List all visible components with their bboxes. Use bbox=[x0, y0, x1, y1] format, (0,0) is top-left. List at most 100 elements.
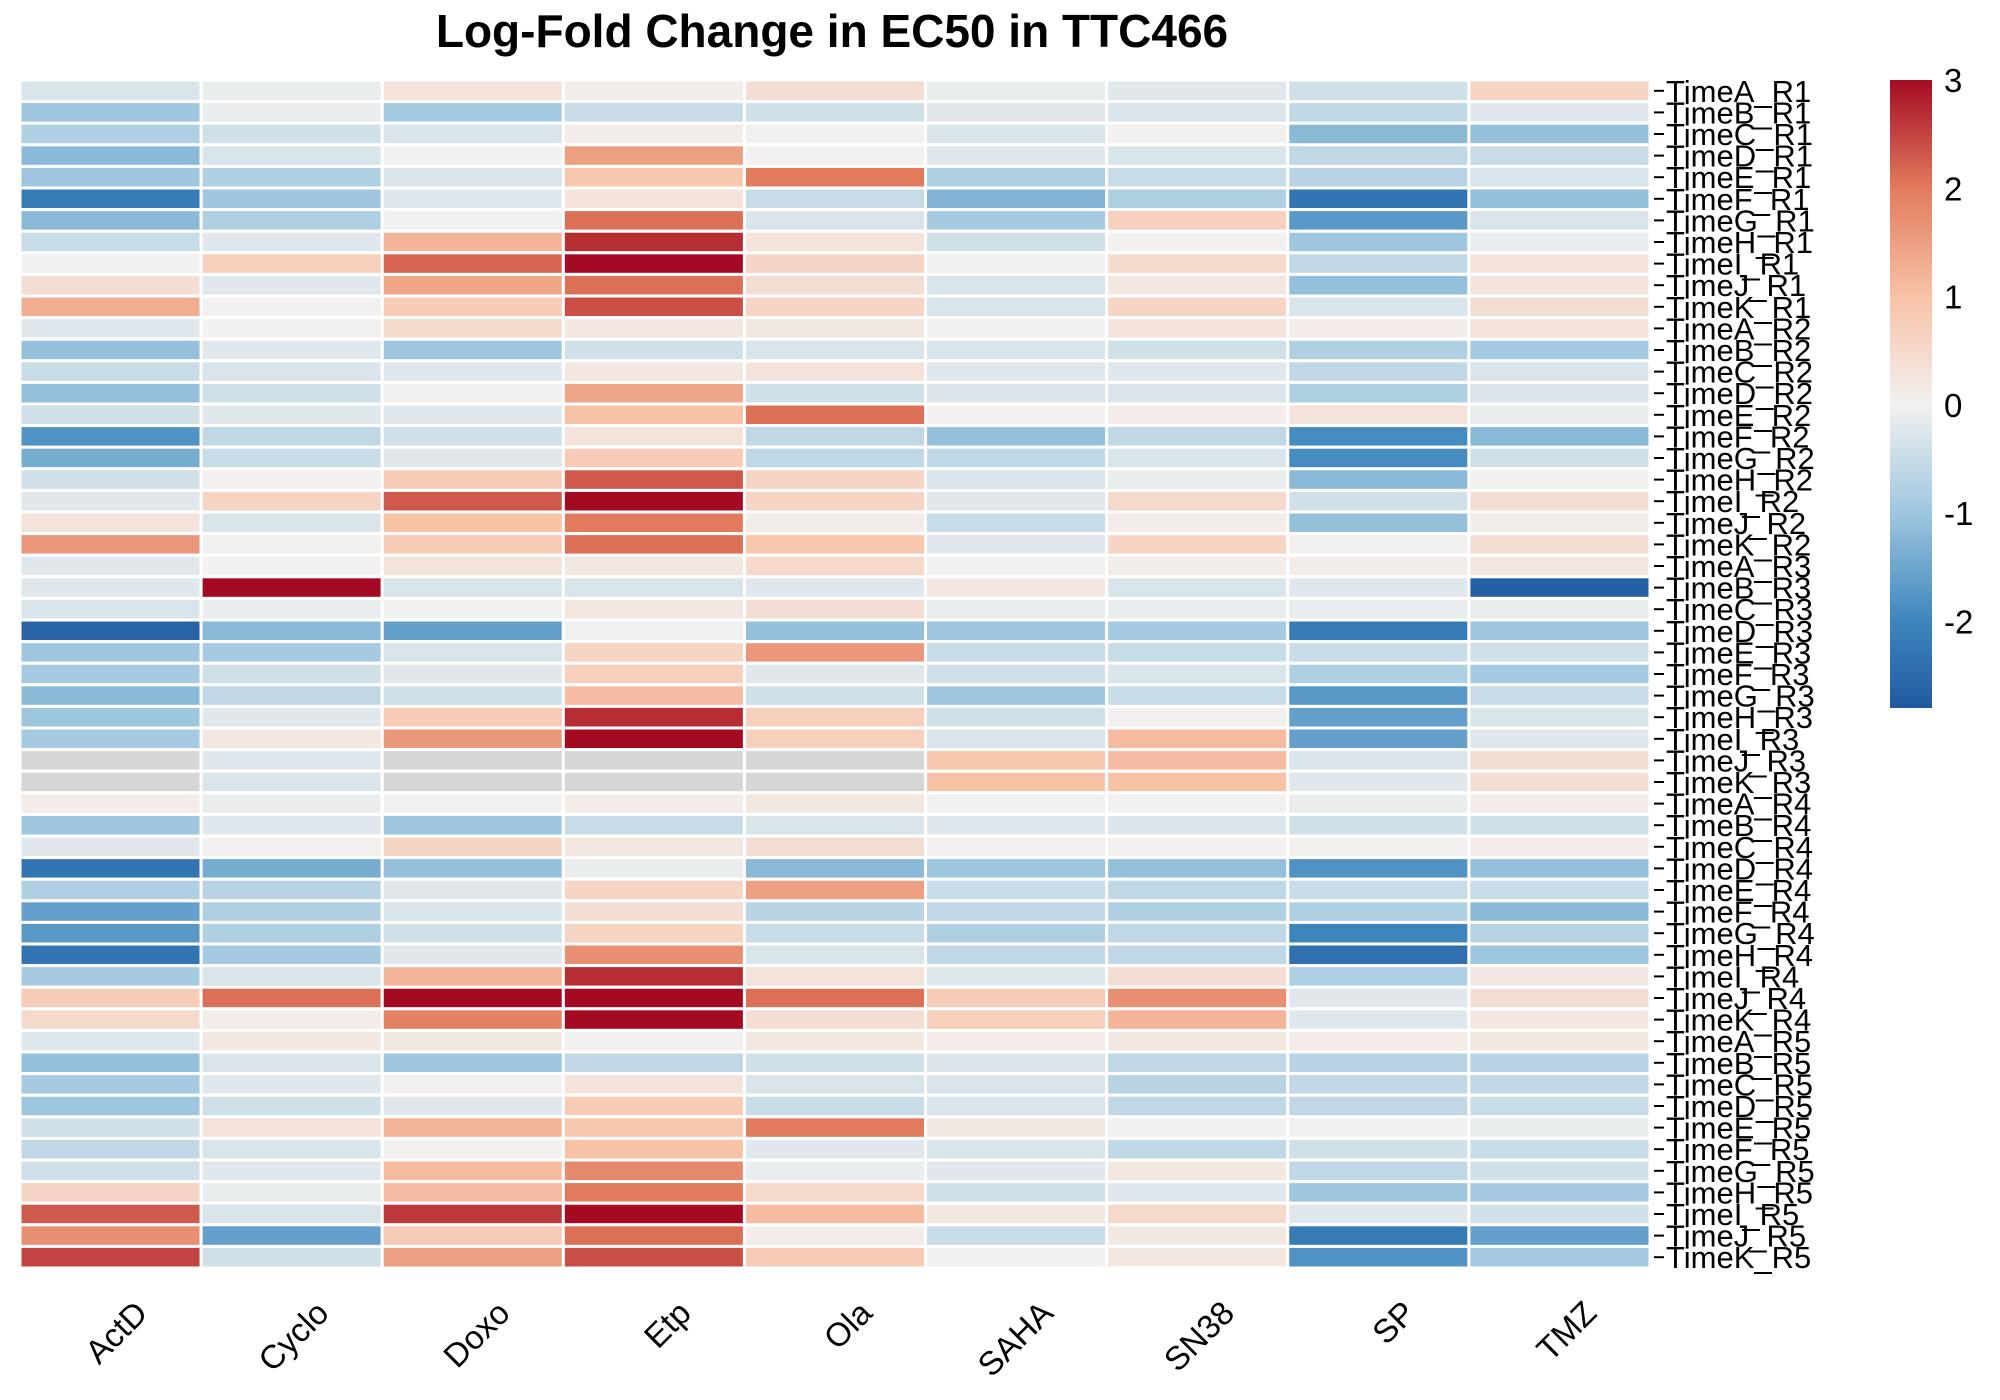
heatmap-cell-TimeH_R4-SP bbox=[1286, 942, 1471, 968]
heatmap-cell-TimeK_R1-Etp bbox=[561, 294, 746, 320]
heatmap-cell-TimeD_R2-SAHA bbox=[924, 380, 1109, 406]
heatmap-cell-TimeH_R1-Ola bbox=[742, 229, 928, 255]
heatmap-cell-TimeE_R3-TMZ bbox=[1467, 640, 1652, 665]
heatmap-cell-TimeA_R1-TMZ bbox=[1467, 78, 1652, 104]
heatmap-cell-TimeF_R2-Cyclo bbox=[199, 424, 384, 449]
heatmap-cell-TimeC_R4-Etp bbox=[561, 834, 746, 860]
heatmap-cell-TimeB_R5-SP bbox=[1286, 1050, 1471, 1076]
row-label: TimeE_R1 bbox=[1666, 160, 1811, 195]
row-label: TimeK_R1 bbox=[1666, 290, 1811, 325]
heatmap-cell-TimeI_R4-Cyclo bbox=[199, 964, 384, 989]
heatmap-cell-TimeE_R5-Etp bbox=[561, 1115, 746, 1140]
column-label: SAHA bbox=[970, 1294, 1060, 1384]
heatmap-cell-TimeK_R2-SN38 bbox=[1105, 532, 1290, 557]
heatmap-cell-TimeE_R1-Cyclo bbox=[199, 164, 384, 190]
heatmap-cell-TimeA_R1-Ola bbox=[742, 78, 928, 104]
heatmap-cell-TimeI_R3-Doxo bbox=[380, 726, 565, 752]
heatmap-cell-TimeH_R5-Etp bbox=[561, 1180, 746, 1205]
heatmap-cell-TimeJ_R4-Ola bbox=[742, 985, 928, 1011]
heatmap-cell-TimeC_R1-SP bbox=[1286, 121, 1471, 147]
heatmap-cell-TimeE_R5-Doxo bbox=[380, 1115, 565, 1140]
heatmap-cell-TimeA_R3-SN38 bbox=[1105, 553, 1290, 579]
heatmap-cell-TimeA_R3-ActD bbox=[18, 553, 203, 579]
heatmap-cell-TimeH_R5-SAHA bbox=[924, 1180, 1109, 1205]
heatmap-cell-TimeI_R2-SN38 bbox=[1105, 488, 1290, 514]
heatmap-cell-TimeG_R5-Etp bbox=[561, 1158, 746, 1184]
heatmap-cell-TimeC_R3-TMZ bbox=[1467, 596, 1652, 622]
heatmap-cell-TimeI_R3-Etp bbox=[561, 726, 746, 752]
heatmap-cell-TimeG_R2-TMZ bbox=[1467, 445, 1652, 471]
heatmap-cell-TimeA_R5-ActD bbox=[18, 1028, 203, 1054]
heatmap-cell-TimeE_R1-Doxo bbox=[380, 164, 565, 190]
heatmap-cell-TimeC_R2-SP bbox=[1286, 359, 1471, 384]
heatmap-cell-TimeG_R5-ActD bbox=[18, 1158, 203, 1184]
heatmap-cell-TimeF_R3-Doxo bbox=[380, 661, 565, 687]
heatmap-cell-TimeD_R3-SP bbox=[1286, 618, 1471, 644]
row-label: TimeI_R1 bbox=[1666, 247, 1799, 282]
heatmap-cell-TimeH_R1-SP bbox=[1286, 229, 1471, 255]
heatmap-cell-TimeD_R4-Cyclo bbox=[199, 856, 384, 881]
heatmap-cell-TimeK_R4-Doxo bbox=[380, 1007, 565, 1032]
heatmap-cell-TimeG_R4-ActD bbox=[18, 920, 203, 946]
row-label: TimeB_R4 bbox=[1666, 808, 1811, 843]
heatmap-cell-TimeJ_R3-SAHA bbox=[924, 748, 1109, 773]
heatmap-cell-TimeA_R4-Etp bbox=[561, 791, 746, 816]
heatmap-cell-TimeH_R3-Doxo bbox=[380, 704, 565, 730]
heatmap-cell-TimeH_R2-Ola bbox=[742, 467, 928, 492]
heatmap-cell-TimeJ_R5-Etp bbox=[561, 1223, 746, 1248]
row-label: TimeH_R3 bbox=[1666, 700, 1813, 735]
heatmap-cell-TimeD_R5-TMZ bbox=[1467, 1093, 1652, 1119]
heatmap-cell-TimeH_R5-Doxo bbox=[380, 1180, 565, 1205]
heatmap-cells bbox=[18, 78, 1652, 1270]
heatmap-cell-TimeK_R3-SP bbox=[1286, 769, 1471, 795]
heatmap-cell-TimeF_R1-SP bbox=[1286, 186, 1471, 212]
heatmap-cell-TimeI_R5-SAHA bbox=[924, 1201, 1109, 1227]
heatmap-cell-TimeG_R1-TMZ bbox=[1467, 208, 1652, 233]
row-label: TimeG_R1 bbox=[1666, 203, 1815, 238]
heatmap-cell-TimeF_R3-ActD bbox=[18, 661, 203, 687]
heatmap-cell-TimeB_R3-ActD bbox=[18, 575, 203, 600]
heatmap-cell-TimeC_R5-Etp bbox=[561, 1072, 746, 1097]
heatmap-cell-TimeK_R2-Doxo bbox=[380, 532, 565, 557]
heatmap-cell-TimeH_R3-SAHA bbox=[924, 704, 1109, 730]
heatmap-cell-TimeF_R1-SAHA bbox=[924, 186, 1109, 212]
heatmap-cell-TimeJ_R5-Cyclo bbox=[199, 1223, 384, 1248]
heatmap-cell-TimeC_R5-Doxo bbox=[380, 1072, 565, 1097]
heatmap-cell-TimeG_R2-Ola bbox=[742, 445, 928, 471]
heatmap-cell-TimeB_R3-Cyclo bbox=[199, 575, 384, 600]
heatmap-cell-TimeD_R2-SN38 bbox=[1105, 380, 1290, 406]
heatmap-cell-TimeH_R1-TMZ bbox=[1467, 229, 1652, 255]
heatmap-cell-TimeH_R1-Cyclo bbox=[199, 229, 384, 255]
legend-tick-label: -1 bbox=[1944, 495, 1973, 532]
row-label: TimeF_R4 bbox=[1666, 895, 1810, 930]
heatmap-cell-TimeD_R1-Cyclo bbox=[199, 143, 384, 168]
heatmap-cell-TimeD_R1-SN38 bbox=[1105, 143, 1290, 168]
legend-tick-label: 3 bbox=[1944, 62, 1962, 99]
heatmap-cell-TimeG_R2-ActD bbox=[18, 445, 203, 471]
heatmap-cell-TimeA_R5-Etp bbox=[561, 1028, 746, 1054]
heatmap-cell-TimeH_R4-Ola bbox=[742, 942, 928, 968]
row-label: TimeI_R5 bbox=[1666, 1197, 1799, 1232]
heatmap-cell-TimeG_R5-SN38 bbox=[1105, 1158, 1290, 1184]
row-label: TimeD_R5 bbox=[1666, 1089, 1813, 1124]
heatmap-cell-TimeE_R5-SN38 bbox=[1105, 1115, 1290, 1140]
heatmap-cell-TimeD_R5-Ola bbox=[742, 1093, 928, 1119]
heatmap-cell-TimeE_R5-Cyclo bbox=[199, 1115, 384, 1140]
heatmap-cell-TimeJ_R4-Doxo bbox=[380, 985, 565, 1011]
heatmap-cell-TimeD_R5-Cyclo bbox=[199, 1093, 384, 1119]
column-label: Doxo bbox=[436, 1294, 517, 1375]
row-label: TimeG_R2 bbox=[1666, 441, 1815, 476]
heatmap-cell-TimeE_R2-Ola bbox=[742, 402, 928, 428]
heatmap-cell-TimeH_R3-ActD bbox=[18, 704, 203, 730]
heatmap-cell-TimeG_R2-SP bbox=[1286, 445, 1471, 471]
heatmap-cell-TimeF_R4-ActD bbox=[18, 899, 203, 924]
heatmap-cell-TimeB_R4-Etp bbox=[561, 812, 746, 838]
heatmap-cell-TimeI_R3-ActD bbox=[18, 726, 203, 752]
heatmap-cell-TimeE_R4-Etp bbox=[561, 877, 746, 903]
heatmap-cell-TimeK_R5-SN38 bbox=[1105, 1244, 1290, 1270]
heatmap-cell-TimeA_R1-Doxo bbox=[380, 78, 565, 104]
heatmap-cell-TimeB_R2-SN38 bbox=[1105, 337, 1290, 363]
heatmap-cell-TimeA_R5-SN38 bbox=[1105, 1028, 1290, 1054]
heatmap-cell-TimeC_R4-SAHA bbox=[924, 834, 1109, 860]
heatmap-cell-TimeH_R4-ActD bbox=[18, 942, 203, 968]
